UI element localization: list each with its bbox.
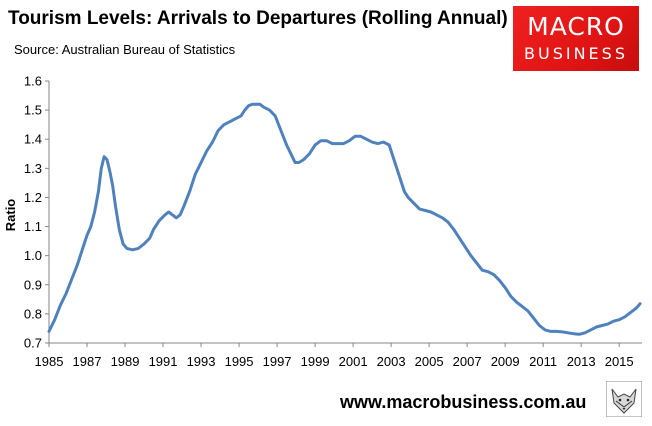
logo-line-2: BUSINESS — [524, 44, 628, 63]
chart-title: Tourism Levels: Arrivals to Departures (… — [8, 8, 508, 29]
x-tick-label: 2003 — [377, 354, 406, 369]
chart-series — [47, 102, 642, 336]
x-tick-label: 1999 — [301, 354, 330, 369]
y-tick-label: 1.2 — [24, 190, 42, 205]
y-tick-label: 1.4 — [24, 132, 42, 147]
macrobusiness-logo: MACRO BUSINESS — [513, 6, 639, 71]
y-tick-label: 1.3 — [24, 161, 42, 176]
y-tick-label: 1.5 — [24, 103, 42, 118]
x-axis-ticks: 1985 1987 1989 1991 1993 1995 1997 1999 2001 2003… — [35, 343, 634, 369]
series-line — [47, 102, 642, 336]
x-tick-label: 1995 — [225, 354, 254, 369]
x-tick-label: 2013 — [567, 354, 596, 369]
x-tick-label: 2007 — [453, 354, 482, 369]
x-tick-label: 1989 — [111, 354, 140, 369]
x-tick-label: 2015 — [605, 354, 634, 369]
fox-mascot-icon — [606, 381, 642, 417]
y-tick-label: 1.6 — [24, 74, 42, 89]
y-tick-label: 0.8 — [24, 306, 42, 321]
x-tick-label: 2009 — [491, 354, 520, 369]
x-tick-label: 1991 — [149, 354, 178, 369]
chart-subtitle: Source: Australian Bureau of Statistics — [14, 42, 236, 57]
x-tick-label: 1985 — [35, 354, 64, 369]
x-tick-label: 1993 — [187, 354, 216, 369]
y-axis-ticks: 0.7 0.8 0.9 1.0 1.1 1.2 1.3 1.4 1.5 1.6 — [24, 74, 49, 351]
x-tick-label: 2001 — [339, 354, 368, 369]
y-tick-label: 0.7 — [24, 336, 42, 351]
y-tick-label: 1.1 — [24, 219, 42, 234]
logo-line-1: MACRO — [527, 12, 625, 41]
x-tick-label: 1997 — [263, 354, 292, 369]
y-tick-label: 0.9 — [24, 277, 42, 292]
x-tick-label: 2005 — [415, 354, 444, 369]
chart-axes — [48, 81, 642, 344]
y-tick-label: 1.0 — [24, 248, 42, 263]
x-tick-label: 2011 — [529, 354, 557, 369]
y-axis-label: Ratio — [3, 199, 18, 232]
x-tick-label: 1987 — [73, 354, 102, 369]
footer-url[interactable]: www.macrobusiness.com.au — [340, 392, 587, 412]
